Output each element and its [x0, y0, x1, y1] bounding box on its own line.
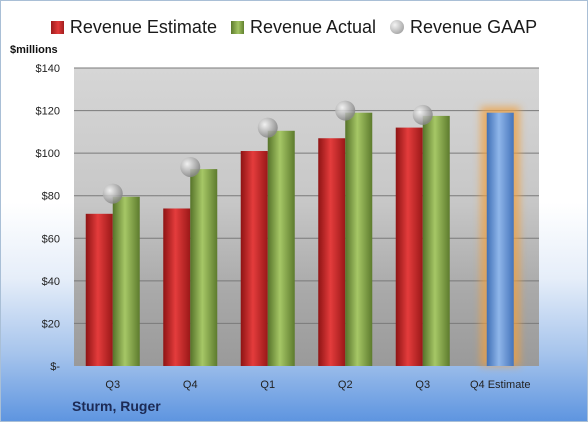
bar-revenue-actual: [345, 112, 373, 366]
chart-legend: Revenue Estimate Revenue Actual Revenue …: [0, 12, 588, 42]
bar-revenue-estimate: [85, 213, 113, 366]
legend-swatch-estimate: [50, 20, 64, 34]
bar-revenue-actual: [112, 196, 140, 366]
bar-revenue-estimate: [163, 208, 191, 366]
y-tick-label: $100: [36, 148, 60, 160]
point-revenue-gaap: [102, 183, 123, 204]
legend-swatch-gaap: [390, 20, 405, 34]
x-axis-ticks: Q3 Q4 Q1 Q2 Q3 Q4 Estimate: [105, 379, 530, 391]
legend-label-estimate: Revenue Estimate: [69, 16, 217, 37]
y-tick-label: $120: [36, 106, 60, 118]
bar-revenue-actual: [267, 130, 295, 366]
bar-revenue-estimate: [240, 151, 268, 366]
gridlines: [74, 67, 539, 324]
point-revenue-gaap: [180, 156, 201, 177]
bar-revenue-actual: [190, 169, 218, 366]
x-tick-label: Q3: [415, 379, 430, 391]
y-axis-ticks: $- $20 $40 $60 $80 $100 $120 $140: [36, 63, 61, 373]
legend-label-gaap: Revenue GAAP: [410, 16, 538, 37]
point-revenue-gaap: [412, 104, 433, 125]
point-revenue-gaap: [257, 117, 278, 138]
legend-item-gaap: Revenue GAAP: [390, 17, 537, 38]
x-tick-label: Q4: [183, 379, 198, 391]
x-tick-label: Q3: [105, 379, 120, 391]
point-revenue-gaap: [335, 100, 356, 121]
plot-area: [74, 68, 539, 366]
y-tick-label: $40: [42, 276, 60, 288]
bar-revenue-estimate: [318, 138, 346, 366]
legend-swatch-actual: [230, 20, 244, 34]
y-tick-label: $-: [50, 361, 60, 373]
x-tick-label: Q1: [260, 379, 275, 391]
legend-label-actual: Revenue Actual: [249, 16, 377, 37]
bar-revenue-estimate: [395, 127, 423, 366]
y-tick-label: $60: [42, 233, 60, 245]
y-tick-label: $20: [42, 318, 60, 330]
legend-item-actual: Revenue Actual: [230, 16, 377, 38]
bar-q4-estimate: [486, 112, 514, 366]
y-tick-label: $140: [36, 63, 60, 75]
bars: [85, 100, 520, 367]
x-tick-label: Q4 Estimate: [470, 379, 531, 391]
y-tick-label: $80: [42, 191, 60, 203]
legend-item-estimate: Revenue Estimate: [50, 16, 217, 38]
x-tick-label: Q2: [338, 379, 353, 391]
company-name: Sturm, Ruger: [72, 398, 161, 414]
y-axis-unit-label: $millions: [10, 44, 58, 56]
bar-revenue-actual: [422, 115, 450, 367]
